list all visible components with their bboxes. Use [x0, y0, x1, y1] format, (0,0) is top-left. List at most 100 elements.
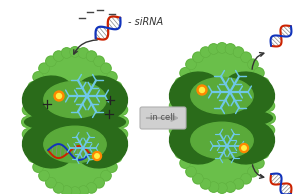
- Ellipse shape: [191, 77, 253, 114]
- Circle shape: [25, 141, 35, 151]
- Ellipse shape: [22, 76, 75, 119]
- Circle shape: [115, 93, 125, 103]
- Ellipse shape: [75, 76, 128, 119]
- Circle shape: [118, 117, 128, 127]
- Circle shape: [186, 166, 196, 177]
- Circle shape: [56, 94, 61, 99]
- Circle shape: [94, 56, 104, 67]
- Circle shape: [22, 129, 33, 139]
- Circle shape: [169, 125, 180, 135]
- Circle shape: [264, 125, 274, 135]
- Text: in cell: in cell: [151, 113, 175, 122]
- Circle shape: [70, 47, 80, 57]
- Ellipse shape: [27, 52, 123, 192]
- Ellipse shape: [191, 122, 253, 159]
- Circle shape: [86, 183, 97, 193]
- Circle shape: [78, 48, 88, 58]
- Circle shape: [39, 63, 50, 74]
- Circle shape: [217, 183, 227, 193]
- Circle shape: [106, 72, 117, 82]
- Circle shape: [22, 105, 33, 115]
- Circle shape: [115, 141, 125, 151]
- Circle shape: [33, 72, 44, 82]
- Circle shape: [262, 89, 272, 99]
- Text: - siRNA: - siRNA: [128, 17, 163, 27]
- Circle shape: [239, 144, 248, 152]
- Circle shape: [254, 68, 264, 78]
- Circle shape: [54, 91, 64, 101]
- Circle shape: [61, 186, 72, 194]
- Circle shape: [200, 178, 211, 189]
- Circle shape: [106, 162, 117, 172]
- Circle shape: [186, 59, 196, 70]
- FancyArrowPatch shape: [252, 53, 264, 69]
- Circle shape: [100, 170, 111, 181]
- Circle shape: [46, 56, 56, 67]
- Circle shape: [117, 129, 128, 139]
- Circle shape: [169, 100, 180, 111]
- Circle shape: [180, 68, 190, 78]
- Circle shape: [70, 187, 80, 194]
- Circle shape: [39, 170, 50, 181]
- Circle shape: [193, 173, 203, 184]
- Circle shape: [169, 113, 179, 123]
- Circle shape: [200, 87, 205, 93]
- FancyArrowPatch shape: [74, 40, 97, 54]
- Circle shape: [262, 137, 272, 147]
- Circle shape: [172, 89, 182, 99]
- Circle shape: [248, 166, 258, 177]
- Ellipse shape: [172, 108, 272, 128]
- Circle shape: [172, 137, 182, 147]
- Circle shape: [46, 177, 56, 188]
- Circle shape: [200, 47, 211, 57]
- Ellipse shape: [169, 121, 222, 164]
- Circle shape: [233, 47, 244, 57]
- Circle shape: [78, 186, 88, 194]
- Ellipse shape: [222, 72, 274, 115]
- Circle shape: [28, 152, 39, 162]
- Circle shape: [241, 173, 251, 184]
- Circle shape: [265, 113, 275, 123]
- Circle shape: [208, 44, 219, 54]
- Circle shape: [22, 117, 32, 127]
- Circle shape: [175, 78, 186, 88]
- Circle shape: [241, 52, 251, 63]
- Ellipse shape: [25, 112, 125, 132]
- Circle shape: [258, 78, 269, 88]
- Ellipse shape: [169, 72, 222, 115]
- Circle shape: [94, 177, 104, 188]
- Circle shape: [197, 85, 207, 95]
- Circle shape: [92, 152, 101, 160]
- Circle shape: [242, 146, 246, 150]
- Circle shape: [111, 82, 122, 92]
- FancyArrowPatch shape: [147, 115, 177, 121]
- Circle shape: [233, 178, 244, 189]
- Circle shape: [95, 154, 99, 158]
- Circle shape: [248, 59, 258, 70]
- Ellipse shape: [75, 125, 128, 168]
- Circle shape: [61, 48, 72, 58]
- Circle shape: [117, 105, 128, 115]
- Circle shape: [208, 182, 219, 192]
- Circle shape: [264, 100, 274, 111]
- Circle shape: [258, 148, 269, 158]
- Circle shape: [111, 152, 122, 162]
- Circle shape: [33, 162, 44, 172]
- Circle shape: [217, 43, 227, 53]
- Circle shape: [100, 63, 111, 74]
- Circle shape: [28, 82, 39, 92]
- Circle shape: [225, 44, 236, 54]
- Circle shape: [193, 52, 203, 63]
- Circle shape: [86, 51, 97, 61]
- FancyBboxPatch shape: [140, 107, 186, 129]
- Circle shape: [225, 182, 236, 192]
- Circle shape: [254, 158, 264, 168]
- Ellipse shape: [44, 126, 106, 163]
- Ellipse shape: [44, 81, 106, 118]
- Circle shape: [53, 183, 64, 193]
- Ellipse shape: [174, 48, 270, 188]
- Ellipse shape: [222, 121, 274, 164]
- Circle shape: [175, 148, 186, 158]
- Circle shape: [53, 51, 64, 61]
- Circle shape: [180, 158, 190, 168]
